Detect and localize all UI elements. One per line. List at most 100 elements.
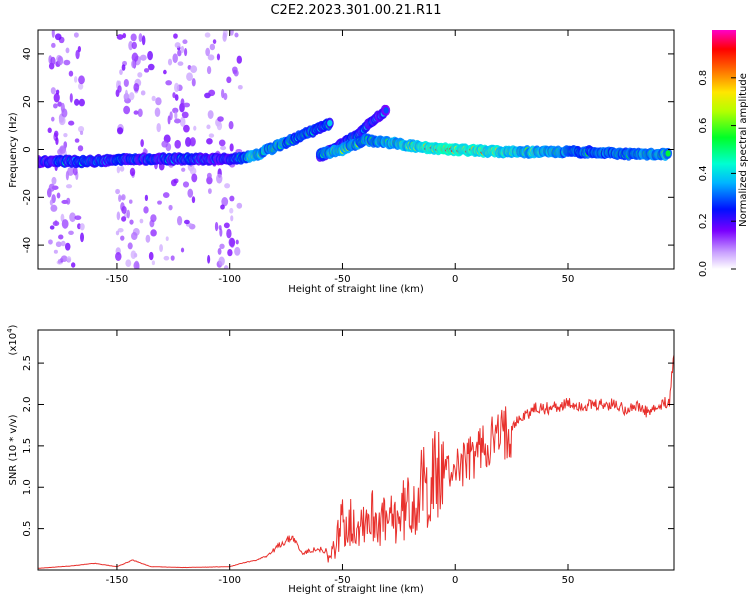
y-tick-label: 20: [22, 95, 33, 108]
speckle-mark: [131, 232, 138, 240]
speckle-mark: [55, 89, 60, 95]
speckle-mark: [75, 49, 80, 60]
speckle-mark: [232, 66, 238, 73]
speckle-mark: [235, 239, 239, 245]
speckle-mark: [66, 197, 71, 205]
spectrogram-marks: [38, 30, 673, 269]
speckle-mark: [69, 212, 76, 223]
spectrogram-panel: -150 -100 -50 0 50 -40 -20 0 20 40 Height of str…: [8, 29, 675, 295]
speckle-mark: [131, 60, 136, 69]
speckle-mark: [50, 87, 56, 95]
speckle-mark: [140, 90, 146, 96]
speckle-mark: [237, 84, 243, 90]
speckle-mark: [68, 230, 74, 235]
x-tick-label: 0: [452, 274, 458, 285]
speckle-mark: [72, 166, 78, 176]
speckle-mark: [116, 211, 121, 221]
speckle-mark: [52, 220, 60, 227]
speckle-mark: [179, 116, 186, 127]
speckle-mark: [51, 176, 57, 185]
speckle-mark: [206, 172, 212, 179]
snr-frame: [37, 329, 675, 571]
speckle-mark: [218, 139, 226, 147]
speckle-mark: [131, 52, 139, 63]
speckle-mark: [121, 64, 126, 71]
speckle-mark: [53, 92, 60, 103]
speckle-mark: [130, 33, 137, 42]
speckle-mark: [150, 229, 157, 237]
speckle-mark: [182, 181, 190, 188]
speckle-mark: [130, 250, 137, 260]
speckle-mark: [208, 89, 216, 97]
x-tick-label: -150: [106, 274, 129, 285]
speckle-mark: [184, 219, 190, 225]
speckle-mark: [221, 197, 229, 207]
speckle-mark: [63, 59, 71, 66]
speckle-mark: [126, 209, 130, 219]
y-tick-label: 0: [22, 146, 33, 152]
speckle-mark: [229, 143, 234, 152]
speckle-mark: [234, 32, 239, 38]
speckle-mark: [187, 188, 194, 198]
speckle-mark: [143, 68, 150, 73]
speckle-mark: [154, 107, 161, 117]
speckle-mark: [74, 98, 80, 106]
speckle-mark: [139, 218, 144, 224]
speckle-mark: [223, 222, 230, 229]
speckle-mark: [121, 205, 127, 214]
speckle-mark: [220, 88, 225, 99]
speckle-mark: [137, 72, 143, 78]
colorbar-tick-label: 0.6: [698, 118, 709, 134]
speckle-mark: [163, 255, 170, 261]
speckle-mark: [163, 69, 167, 75]
speckle-mark: [121, 216, 127, 222]
speckle-mark: [181, 111, 189, 119]
speckle-mark: [141, 35, 146, 46]
x-tick-label: -100: [218, 575, 241, 586]
speckle-mark: [180, 247, 185, 253]
x-tick-label: 50: [562, 575, 575, 586]
speckle-mark: [209, 43, 216, 51]
speckle-mark: [51, 42, 56, 48]
speckle-mark: [53, 103, 58, 109]
speckle-mark: [217, 247, 222, 255]
speckle-mark: [207, 54, 215, 61]
speckle-mark: [186, 72, 193, 82]
speckle-mark: [133, 110, 139, 115]
speckle-mark: [155, 97, 162, 106]
speckle-mark: [48, 239, 53, 245]
speckle-mark: [58, 234, 64, 240]
speckle-mark: [47, 127, 52, 134]
speckle-mark: [148, 251, 154, 261]
speckle-mark: [53, 249, 58, 254]
speckle-mark: [159, 244, 163, 253]
speckle-mark: [236, 55, 243, 64]
snr-x-ticks: -150 -100 -50 0 50: [106, 330, 575, 586]
speckle-mark: [162, 192, 170, 199]
ridge-core: [665, 150, 671, 157]
speckle-mark: [78, 82, 84, 90]
speckle-mark: [174, 94, 179, 101]
y-tick-label: 1.5: [22, 438, 33, 454]
snr-panel: -150 -100 -50 0 50 0.5 1.0 1.5 2.0 2.5 Height of…: [6, 324, 675, 595]
speckle-mark: [144, 194, 149, 202]
speckle-mark: [116, 34, 124, 40]
speckle-mark: [63, 133, 68, 138]
speckle-mark: [177, 61, 184, 66]
speckle-mark: [79, 223, 85, 231]
speckle-mark: [74, 138, 80, 143]
speckle-mark: [65, 47, 70, 54]
speckle-mark: [140, 139, 144, 148]
speckle-mark: [120, 235, 125, 241]
speckle-mark: [219, 243, 225, 250]
speckle-mark: [193, 125, 197, 131]
spectrogram-x-label: Height of straight line (km): [288, 284, 424, 295]
speckle-mark: [124, 89, 128, 100]
speckle-mark: [80, 232, 85, 243]
speckle-mark: [206, 176, 213, 185]
snr-y-multiplier: (x104): [6, 324, 19, 355]
speckle-mark: [128, 92, 135, 101]
speckle-mark: [216, 121, 223, 131]
speckle-mark: [55, 137, 59, 146]
speckle-mark: [206, 66, 212, 75]
